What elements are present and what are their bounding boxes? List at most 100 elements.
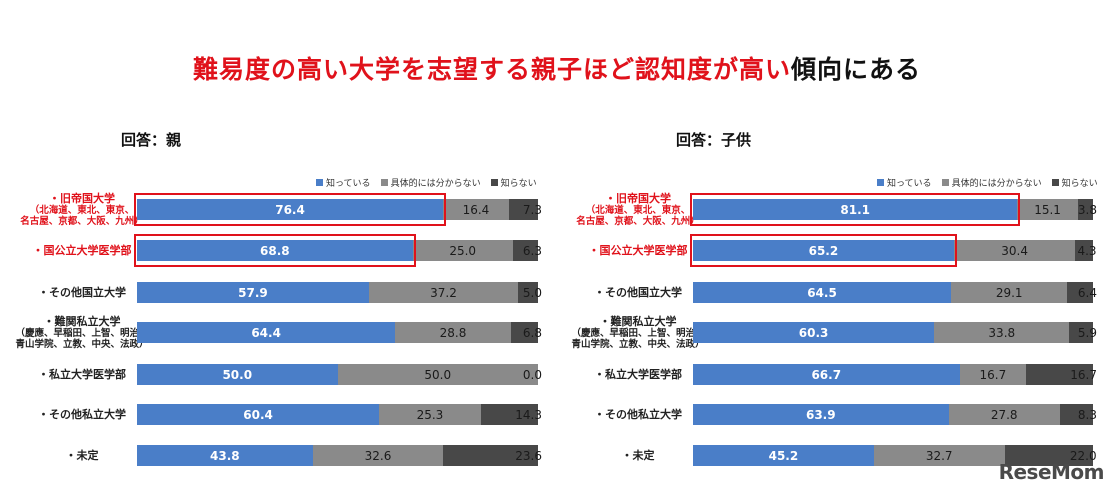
bar-segment-unknown: 23.6 [443, 445, 542, 466]
bar-segment-known: 45.2 [693, 445, 874, 466]
data-label: 6.8 [522, 325, 542, 340]
data-label: 3.8 [1077, 202, 1097, 217]
data-label: 76.4 [275, 202, 305, 217]
bar-segment-known: 68.8 [137, 240, 413, 261]
category-name: ・国公立大学医学部 [588, 243, 688, 257]
bar-segment-known: 50.0 [137, 364, 338, 385]
panel-title: 回答：親 [121, 131, 182, 149]
data-label: 15.1 [1034, 202, 1061, 217]
bar-row: 68.8 25.0 6.3 [137, 240, 542, 261]
legend-label: 知らない [500, 179, 537, 189]
bar-segment-unclear: 32.7 [873, 445, 1005, 466]
category-label: ・未定 [12, 448, 152, 462]
data-label: 5.9 [1077, 325, 1097, 340]
bar-row: 64.4 28.8 6.8 [137, 322, 542, 343]
bar-segment-known: 76.4 [137, 199, 444, 220]
data-label: 33.8 [988, 325, 1016, 340]
legend-item-unknown: 知らない [490, 176, 537, 189]
legend: 知っている 具体的には分からない 知らない [316, 176, 537, 189]
data-label: 27.8 [990, 407, 1018, 422]
category-name: ・難関私立大学 [43, 314, 121, 328]
bar-segment-unclear: 30.4 [953, 240, 1076, 261]
data-label: 29.1 [995, 285, 1023, 300]
category-name: ・旧帝国大学 [49, 191, 115, 205]
data-label: 45.2 [768, 448, 799, 463]
legend-item-unknown: 知らない [1051, 176, 1098, 189]
category-label: ・その他国立大学 [12, 285, 152, 299]
bar-segment-unclear: 27.8 [948, 404, 1060, 425]
data-label: 37.2 [430, 285, 457, 300]
category-detail: 青山学院、立教、中央、法政） [15, 338, 149, 350]
bar-segment-unclear: 25.3 [379, 404, 481, 425]
bar-segment-unknown: 22.0 [1004, 445, 1097, 466]
bar-row: 57.9 37.2 5.0 [137, 282, 542, 303]
category-label: ・その他国立大学 [568, 285, 708, 299]
category-label: ・その他私立大学 [568, 407, 708, 421]
bar-segment-unknown: 16.7 [1026, 364, 1097, 385]
data-label: 4.3 [1077, 243, 1097, 258]
bar-segment-unclear: 16.4 [443, 199, 509, 220]
bar-row: 66.7 16.7 16.7 [693, 364, 1097, 385]
bar-segment-unclear: 37.2 [368, 282, 518, 303]
bar-row: 60.3 33.8 5.9 [693, 322, 1097, 343]
legend-label: 知っている [326, 179, 371, 189]
data-label: 6.4 [1077, 285, 1097, 300]
bar-row: 43.8 32.6 23.6 [137, 445, 542, 466]
data-label: 60.3 [798, 325, 829, 340]
main-title-red: 難易度の高い大学を志望する親子ほど認知度が高い [192, 55, 791, 84]
bar-segment-unknown: 6.4 [1067, 282, 1097, 303]
data-label: 16.7 [1070, 367, 1097, 382]
bar-segment-known: 57.9 [137, 282, 369, 303]
bar-segment-known: 60.3 [693, 322, 935, 343]
bar-segment-unclear: 16.7 [959, 364, 1027, 385]
bar-row: 50.0 50.0 0.0 [137, 364, 542, 385]
data-label: 16.4 [462, 202, 490, 217]
data-label: 32.7 [925, 448, 953, 463]
category-label: ・国公立大学医学部 [12, 244, 152, 257]
bar-segment-known: 66.7 [693, 364, 960, 385]
bar-segment-known: 64.4 [137, 322, 396, 343]
highlight-box [134, 193, 447, 226]
legend-item-unclear: 具体的には分からない [380, 176, 481, 189]
category-detail: 名古屋、京都、大阪、九州） [576, 215, 700, 227]
category-name: ・その他国立大学 [38, 285, 126, 299]
legend-item-unclear: 具体的には分からない [941, 176, 1042, 189]
bar-segment-unknown: 6.8 [510, 322, 542, 343]
data-label: 25.3 [416, 407, 444, 422]
bar-segment-known: 60.4 [137, 404, 380, 425]
bar-segment-known: 43.8 [137, 445, 313, 466]
bar-segment-unknown: 4.3 [1075, 240, 1097, 261]
bar-segment-unclear: 25.0 [412, 240, 513, 261]
legend-swatch [877, 179, 884, 186]
bar-segment-unknown: 5.0 [517, 282, 542, 303]
bar-row: 65.2 30.4 4.3 [693, 240, 1097, 261]
main-title: 難易度の高い大学を志望する親子ほど認知度が高い傾向にある [0, 50, 1114, 86]
legend-item-known: 知っている [877, 176, 932, 189]
category-label: ・未定 [568, 448, 708, 462]
category-label: ・私立大学医学部 [568, 367, 708, 381]
data-label: 22.0 [1069, 448, 1097, 463]
data-label: 60.4 [243, 407, 273, 422]
category-name: ・私立大学医学部 [38, 367, 126, 381]
category-detail: （北海道、東北、東京、 [585, 204, 691, 216]
bar-row: 81.1 15.1 3.8 [693, 199, 1097, 220]
category-name: ・旧帝国大学 [605, 191, 671, 205]
category-name: ・その他国立大学 [594, 285, 682, 299]
data-label: 43.8 [210, 448, 240, 463]
bar-segment-known: 81.1 [693, 199, 1018, 220]
category-label: ・その他私立大学 [12, 408, 152, 421]
legend-swatch [380, 179, 388, 186]
legend-label: 知らない [1061, 179, 1098, 189]
bar-segment-unclear: 28.8 [395, 322, 511, 343]
data-label: 57.9 [238, 285, 268, 300]
data-label: 64.5 [807, 285, 837, 300]
data-label: 63.9 [805, 407, 836, 422]
category-name: ・未定 [621, 448, 655, 462]
category-name: ・私立大学医学部 [594, 367, 682, 381]
data-label: 30.4 [1001, 243, 1028, 258]
main-title-black: 傾向にある [791, 55, 922, 84]
category-detail: 名古屋、京都、大阪、九州） [20, 215, 144, 227]
category-name: ・その他私立大学 [594, 407, 682, 421]
category-name: ・未定 [65, 448, 99, 462]
data-label: 14.3 [515, 407, 542, 422]
